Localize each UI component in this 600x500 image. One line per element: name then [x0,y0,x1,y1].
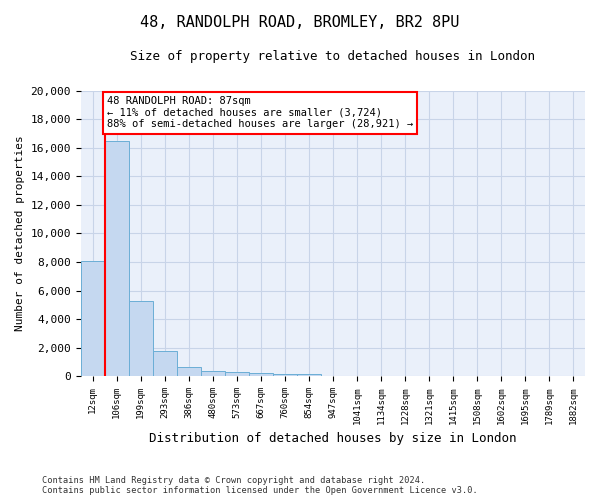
Bar [225,372,249,376]
Title: Size of property relative to detached houses in London: Size of property relative to detached ho… [130,50,535,63]
Bar [273,374,297,376]
Text: 48 RANDOLPH ROAD: 87sqm
← 11% of detached houses are smaller (3,724)
88% of semi: 48 RANDOLPH ROAD: 87sqm ← 11% of detache… [107,96,413,130]
Bar [297,374,321,376]
Bar [153,352,177,376]
X-axis label: Distribution of detached houses by size in London: Distribution of detached houses by size … [149,432,517,445]
Text: 48, RANDOLPH ROAD, BROMLEY, BR2 8PU: 48, RANDOLPH ROAD, BROMLEY, BR2 8PU [140,15,460,30]
Bar [249,374,273,376]
Y-axis label: Number of detached properties: Number of detached properties [15,136,25,332]
Bar [177,367,201,376]
Text: Contains HM Land Registry data © Crown copyright and database right 2024.
Contai: Contains HM Land Registry data © Crown c… [42,476,478,495]
Bar [129,300,153,376]
Bar [201,372,225,376]
Bar [81,260,105,376]
Bar [105,140,129,376]
